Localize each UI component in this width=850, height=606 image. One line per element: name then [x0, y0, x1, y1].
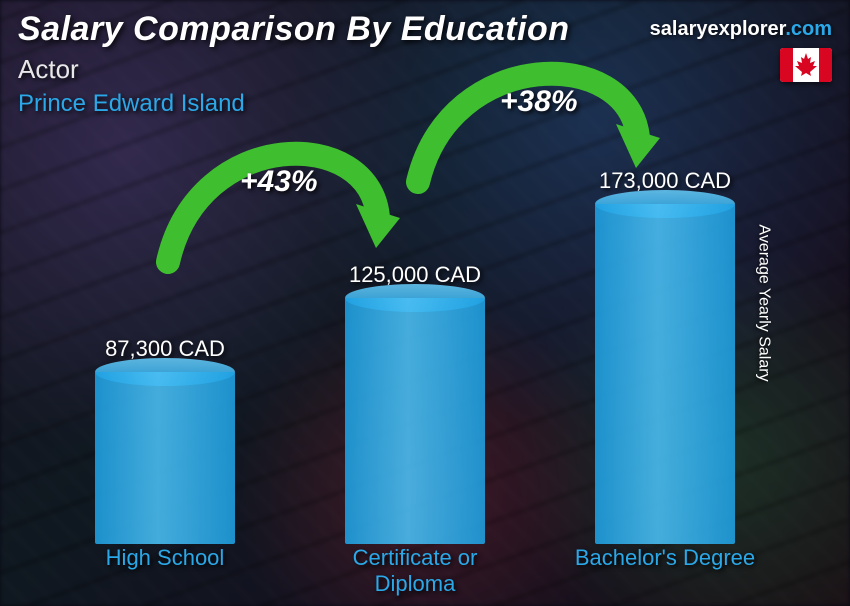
chart-container: Salary Comparison By Education Actor Pri… — [0, 0, 850, 606]
bar-0: 87,300 CAD — [65, 336, 265, 544]
bar-shape — [595, 204, 735, 544]
x-label-1: Certificate or Diploma — [315, 545, 515, 596]
bar-chart: 87,300 CAD125,000 CAD173,000 CAD — [40, 124, 790, 544]
chart-title: Salary Comparison By Education — [18, 10, 570, 49]
brand-tld: .com — [785, 18, 832, 40]
x-label-0: High School — [65, 545, 265, 596]
bar-shape — [95, 372, 235, 544]
bar-shape — [345, 298, 485, 544]
pct-label-1: +38% — [500, 85, 578, 119]
brand-watermark: salaryexplorer.com — [650, 18, 832, 41]
bar-front — [95, 372, 235, 544]
x-label-2: Bachelor's Degree — [565, 545, 765, 596]
bar-2: 173,000 CAD — [565, 168, 765, 544]
bar-front — [595, 204, 735, 544]
bar-front — [345, 298, 485, 544]
x-axis-labels: High School Certificate or Diploma Bachelo… — [40, 545, 790, 596]
bar-1: 125,000 CAD — [315, 262, 515, 544]
pct-label-0: +43% — [240, 165, 318, 199]
chart-region: Prince Edward Island — [18, 90, 245, 118]
chart-subtitle: Actor — [18, 54, 79, 85]
canada-flag-icon — [780, 48, 832, 82]
brand-name: salaryexplorer — [650, 18, 786, 40]
